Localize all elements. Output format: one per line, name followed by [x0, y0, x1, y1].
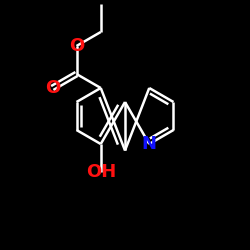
Text: O: O — [69, 37, 84, 55]
Text: N: N — [142, 135, 157, 153]
Text: O: O — [45, 79, 60, 97]
Text: OH: OH — [86, 163, 116, 181]
